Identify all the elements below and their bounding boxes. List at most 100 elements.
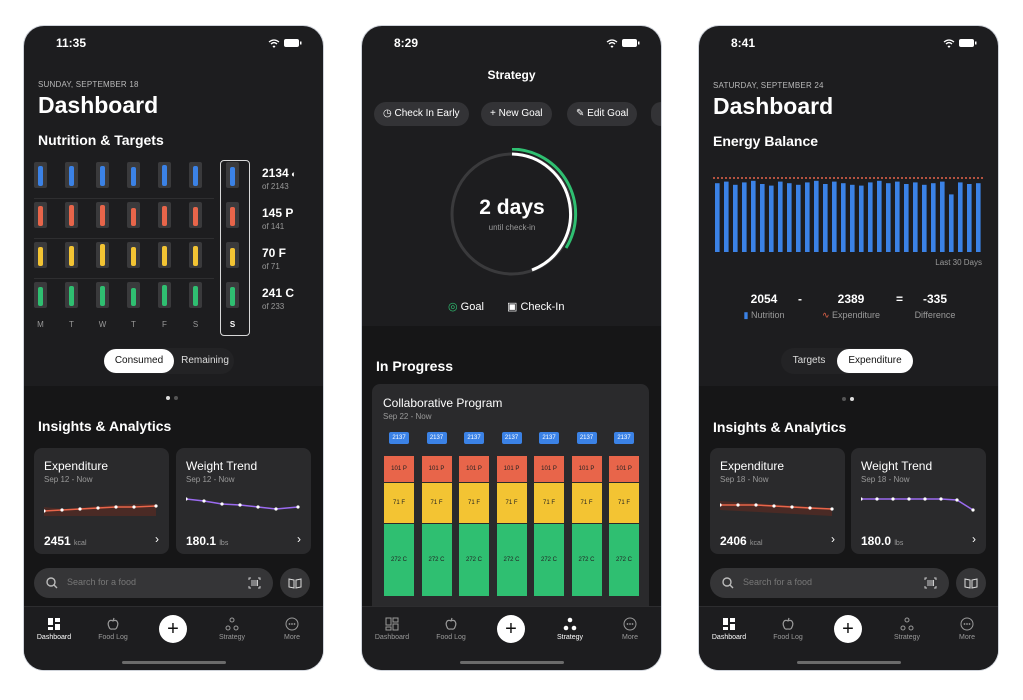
page-title: Dashboard bbox=[713, 93, 834, 119]
tab-dashboard[interactable]: Dashboard bbox=[704, 617, 754, 641]
toggle-targets[interactable]: Targets bbox=[792, 355, 826, 366]
stat-value: 2389 bbox=[837, 292, 865, 306]
date-label: SATURDAY, SEPTEMBER 24 bbox=[713, 81, 824, 90]
stat-label: Difference bbox=[914, 310, 956, 320]
energy-bar bbox=[913, 182, 918, 252]
nutrient-bar bbox=[65, 202, 78, 228]
tab-label: More bbox=[959, 634, 975, 641]
nutrient-bar-fill bbox=[193, 207, 198, 226]
tab-more[interactable]: More bbox=[267, 617, 317, 641]
card-unit: lbs bbox=[219, 540, 229, 547]
check-in-early-chip[interactable]: ◷ Check In Early bbox=[374, 102, 469, 126]
protein-block: 101 P bbox=[571, 456, 602, 482]
weight-trend-card[interactable]: Weight Trend Sep 18 - Now 180.0 lbs › bbox=[851, 448, 986, 554]
wifi-battery-icon bbox=[943, 39, 977, 48]
toggle-consumed[interactable]: Consumed bbox=[104, 349, 174, 373]
apple-icon bbox=[445, 617, 457, 630]
search-icon bbox=[722, 577, 734, 589]
nutrient-bar bbox=[226, 282, 239, 308]
recipe-book-button[interactable] bbox=[956, 568, 986, 598]
toggle-remaining[interactable]: Remaining bbox=[181, 355, 229, 366]
tab-label: Dashboard bbox=[711, 634, 747, 641]
nutrient-bar-fill bbox=[100, 286, 105, 306]
card-title: Weight Trend bbox=[861, 459, 933, 473]
tab-dashboard[interactable]: Dashboard bbox=[29, 617, 79, 641]
tab-strategy[interactable]: Strategy bbox=[545, 617, 595, 641]
expenditure-card[interactable]: Expenditure Sep 12 - Now 2451 kcal › bbox=[34, 448, 169, 554]
nutrient-bar bbox=[34, 282, 47, 308]
carbs-block: 272 C bbox=[609, 524, 639, 596]
insights-title: Insights & Analytics bbox=[713, 419, 847, 435]
tab-dashboard[interactable]: Dashboard bbox=[367, 617, 417, 641]
weight-trend-card[interactable]: Weight Trend Sep 12 - Now 180.1 lbs › bbox=[176, 448, 311, 554]
program-columns: 2137 101 P 71 F 272 C 2137 101 P 71 F 272 C 2137… bbox=[380, 432, 642, 632]
nutrient-bar-fill bbox=[131, 167, 136, 186]
minus-operator: - bbox=[798, 292, 802, 306]
kcal-badge: 2137 bbox=[464, 432, 484, 444]
toggle-expenditure[interactable]: Expenditure bbox=[837, 349, 913, 373]
program-card[interactable]: Collaborative Program Sep 22 - Now 2137 1… bbox=[372, 384, 649, 634]
nutrient-bar bbox=[226, 202, 239, 228]
home-indicator bbox=[796, 661, 901, 664]
book-icon bbox=[964, 578, 978, 589]
energy-bar bbox=[931, 183, 936, 252]
edit-goal-chip[interactable]: ✎ Edit Goal bbox=[567, 102, 638, 126]
tab-food-log[interactable]: Food Log bbox=[426, 617, 476, 641]
tab-food-log[interactable]: Food Log bbox=[88, 617, 138, 641]
day-label: F bbox=[162, 320, 167, 329]
nutrient-bar bbox=[96, 162, 109, 188]
target-value: 2134 ◐ of 2143 bbox=[262, 166, 297, 191]
card-value: 2451 kcal bbox=[44, 534, 87, 548]
new-goal-chip[interactable]: + New Goal bbox=[481, 102, 552, 126]
today-highlight[interactable] bbox=[220, 160, 250, 336]
add-button[interactable]: + bbox=[834, 615, 862, 643]
tab-label: Dashboard bbox=[374, 634, 410, 641]
chip-label: Edit Goal bbox=[587, 108, 629, 119]
card-unit: lbs bbox=[894, 540, 904, 547]
nutrient-bar bbox=[158, 162, 171, 188]
weight-sparkline bbox=[186, 497, 300, 511]
grid-divider bbox=[34, 278, 214, 279]
card-range: Sep 18 - Now bbox=[861, 475, 910, 484]
page-title: Strategy bbox=[487, 68, 536, 82]
targets-expenditure-toggle: Targets Expenditure bbox=[781, 348, 913, 374]
fat-block: 71 F bbox=[421, 483, 452, 523]
target-sub: of 2143 bbox=[262, 182, 289, 191]
barcode-icon[interactable] bbox=[248, 577, 261, 589]
add-button[interactable]: + bbox=[497, 615, 525, 643]
nutrient-bar-fill bbox=[69, 205, 74, 226]
energy-bar bbox=[814, 180, 819, 252]
fat-block: 71 F bbox=[459, 483, 489, 523]
barcode-icon[interactable] bbox=[924, 577, 937, 589]
tab-more[interactable]: More bbox=[942, 617, 992, 641]
protein-block: 101 P bbox=[609, 456, 639, 482]
nutrient-bar bbox=[127, 202, 140, 228]
carbs-block: 272 C bbox=[571, 524, 602, 596]
recipe-book-button[interactable] bbox=[280, 568, 310, 598]
home-indicator bbox=[459, 661, 564, 664]
fat-block: 71 F bbox=[571, 483, 602, 523]
food-search-bar[interactable]: Search for a food bbox=[34, 568, 273, 598]
expenditure-card[interactable]: Expenditure Sep 18 - Now 2406 kcal › bbox=[710, 448, 845, 554]
protein-block: 101 P bbox=[459, 456, 489, 482]
stat-value: -335 bbox=[922, 292, 948, 306]
add-button[interactable]: + bbox=[159, 615, 187, 643]
bar-chart-icon: ▮ bbox=[743, 310, 749, 320]
target-value: 241 C of 233 bbox=[262, 286, 294, 311]
search-placeholder: Search for a food bbox=[67, 577, 137, 587]
nutrient-bar-fill bbox=[162, 246, 167, 266]
nutrient-bar bbox=[189, 242, 202, 268]
tab-more[interactable]: More bbox=[605, 617, 655, 641]
energy-bar bbox=[841, 183, 846, 252]
tab-strategy[interactable]: Strategy bbox=[207, 617, 257, 641]
card-unit: kcal bbox=[74, 540, 87, 547]
food-search-bar[interactable]: Search for a food bbox=[710, 568, 949, 598]
tab-strategy[interactable]: Strategy bbox=[882, 617, 932, 641]
status-bar: 11:35 bbox=[24, 36, 323, 52]
dashboard-icon bbox=[48, 618, 60, 630]
protein-block: 101 P bbox=[496, 456, 527, 482]
more-chips[interactable] bbox=[651, 102, 661, 126]
page-title: Dashboard bbox=[38, 92, 159, 118]
nutrient-bar bbox=[96, 242, 109, 268]
tab-food-log[interactable]: Food Log bbox=[763, 617, 813, 641]
